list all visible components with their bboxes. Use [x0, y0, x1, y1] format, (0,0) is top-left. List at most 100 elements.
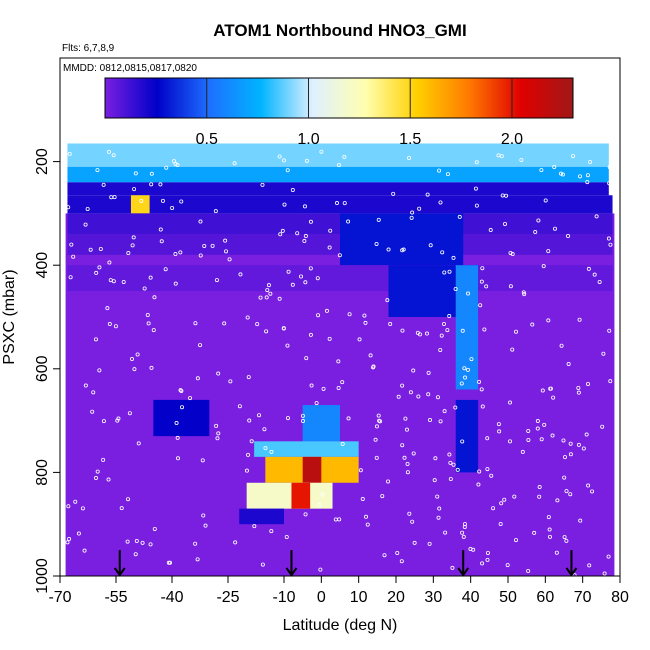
- sample-point: [439, 333, 444, 338]
- sample-point: [303, 512, 308, 517]
- y-tick-label: 400: [34, 252, 51, 279]
- sample-point: [222, 321, 227, 326]
- sample-point: [314, 401, 319, 406]
- sample-point: [252, 524, 257, 529]
- sample-point: [364, 514, 369, 519]
- sample-point: [541, 264, 546, 269]
- sample-point: [334, 201, 339, 206]
- sample-point: [590, 489, 595, 494]
- sample-point: [173, 252, 178, 257]
- sample-point: [163, 267, 168, 272]
- sample-point: [588, 159, 593, 164]
- sample-point: [336, 359, 341, 364]
- sample-point: [264, 295, 269, 300]
- sample-point: [160, 198, 165, 203]
- sample-point: [382, 553, 387, 558]
- sample-point: [126, 497, 131, 502]
- sample-point: [581, 446, 586, 451]
- sample-point: [227, 257, 232, 262]
- sample-point: [216, 431, 221, 436]
- sample-point: [465, 367, 470, 372]
- sample-point: [95, 469, 100, 474]
- plot-frame: [59, 57, 621, 577]
- heatmap-cell-1: [67, 166, 609, 183]
- sample-point: [388, 322, 393, 327]
- sample-point: [146, 321, 151, 326]
- sample-point: [284, 534, 289, 539]
- sample-point: [576, 385, 581, 390]
- sample-point: [410, 519, 415, 524]
- sample-point: [121, 279, 126, 284]
- dates-annotation: MMDD: 0812,0815,0817,0820: [63, 63, 197, 74]
- sample-point: [608, 379, 613, 384]
- sample-point: [214, 278, 219, 283]
- sample-point: [426, 370, 431, 375]
- x-tick-label: 70: [574, 589, 592, 606]
- sample-point: [553, 226, 558, 231]
- sample-point: [502, 221, 507, 226]
- sample-point: [448, 460, 453, 465]
- sample-point: [409, 215, 414, 220]
- sample-point: [411, 368, 416, 373]
- heatmap-cell-17: [291, 482, 311, 509]
- sample-point: [269, 449, 274, 454]
- sample-point: [175, 435, 180, 440]
- chart-title: ATOM1 Northbound HNO3_GMI: [213, 21, 466, 40]
- sample-point: [450, 565, 455, 570]
- colorbar-tick-label: 0.5: [196, 131, 218, 148]
- sample-point: [546, 515, 551, 520]
- colorbar-tick-label: 2.0: [501, 131, 523, 148]
- sample-point: [131, 235, 136, 240]
- sample-point: [304, 158, 309, 163]
- sample-point: [417, 206, 422, 211]
- sample-point: [342, 154, 347, 159]
- y-tick-label: 800: [34, 459, 51, 486]
- x-tick-label: 30: [424, 589, 442, 606]
- x-tick-label: -40: [160, 589, 183, 606]
- sample-point: [107, 322, 112, 327]
- heatmap-cell-4: [130, 195, 150, 214]
- sample-point: [360, 497, 365, 502]
- sample-point: [269, 529, 274, 534]
- sample-point: [113, 324, 118, 329]
- sample-point: [462, 524, 467, 529]
- sample-point: [299, 274, 304, 279]
- sample-point: [460, 328, 465, 333]
- sample-point: [520, 449, 525, 454]
- sample-point: [607, 328, 612, 333]
- heatmap-cell-19: [455, 399, 479, 473]
- sample-point: [166, 560, 171, 565]
- sample-point: [410, 210, 415, 215]
- sample-point: [358, 468, 363, 473]
- sample-point: [303, 280, 308, 285]
- x-tick-label: 0: [317, 589, 326, 606]
- sample-point: [453, 405, 458, 410]
- x-tick-label: 60: [536, 589, 554, 606]
- x-tick-label: -10: [272, 589, 295, 606]
- heatmap-cell-18: [239, 508, 284, 525]
- sample-point: [125, 539, 130, 544]
- sample-point: [133, 552, 138, 557]
- flights-annotation: Flts: 6,7,8,9: [62, 43, 115, 54]
- sample-point: [132, 187, 137, 192]
- sample-point: [95, 168, 100, 173]
- sample-point: [268, 291, 273, 296]
- sample-point: [337, 163, 342, 168]
- sample-point: [179, 388, 184, 393]
- x-axis-label: Latitude (deg N): [283, 617, 398, 634]
- sample-point: [571, 154, 576, 159]
- sample-point: [373, 437, 378, 442]
- sample-point: [546, 318, 551, 323]
- y-tick-label: 600: [34, 355, 51, 382]
- sample-point: [445, 328, 450, 333]
- x-tick-label: 40: [462, 589, 480, 606]
- sample-point: [461, 534, 466, 539]
- sample-point: [404, 427, 409, 432]
- sample-point: [67, 537, 72, 542]
- sample-point: [232, 161, 237, 166]
- sample-point: [522, 292, 527, 297]
- sample-point: [416, 394, 421, 399]
- sample-point: [282, 158, 287, 163]
- sample-point: [491, 506, 496, 511]
- sample-point: [564, 538, 569, 543]
